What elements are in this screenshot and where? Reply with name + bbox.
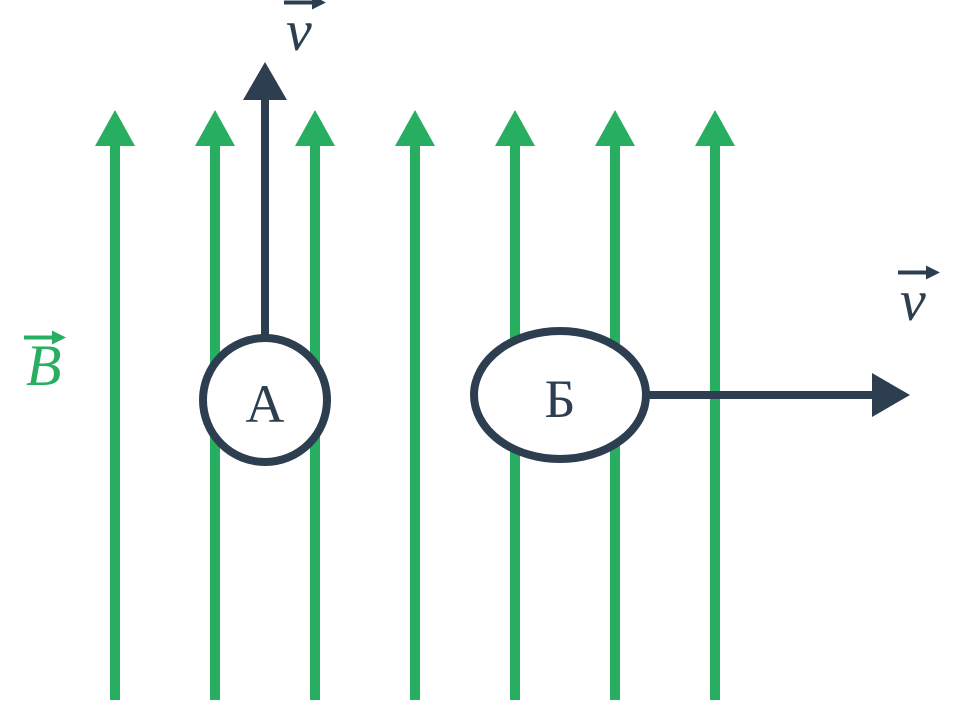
particle-b-group: Б [474,331,910,459]
vector-letter: v [900,268,926,333]
field-label-B: B [24,330,66,398]
field-arrowhead-icon [395,110,435,146]
velocity-arrow-b-head [872,373,910,417]
physics-diagram: А Б B v v [0,0,959,712]
field-arrowhead-icon [695,110,735,146]
field-arrowhead-icon [295,110,335,146]
field-arrowhead-icon [595,110,635,146]
vector-letter: B [26,333,61,398]
vector-overarrow-head-icon [926,265,940,279]
particle-b-label: Б [544,369,575,429]
vector-letter: v [286,0,312,63]
field-arrowhead-icon [95,110,135,146]
field-arrowhead-icon [495,110,535,146]
velocity-label-right: v [898,265,940,333]
vector-overarrow-head-icon [312,0,326,9]
velocity-arrow-a-head [243,62,287,100]
particle-a-label: А [246,374,285,434]
field-arrowhead-icon [195,110,235,146]
velocity-label-top: v [284,0,326,63]
